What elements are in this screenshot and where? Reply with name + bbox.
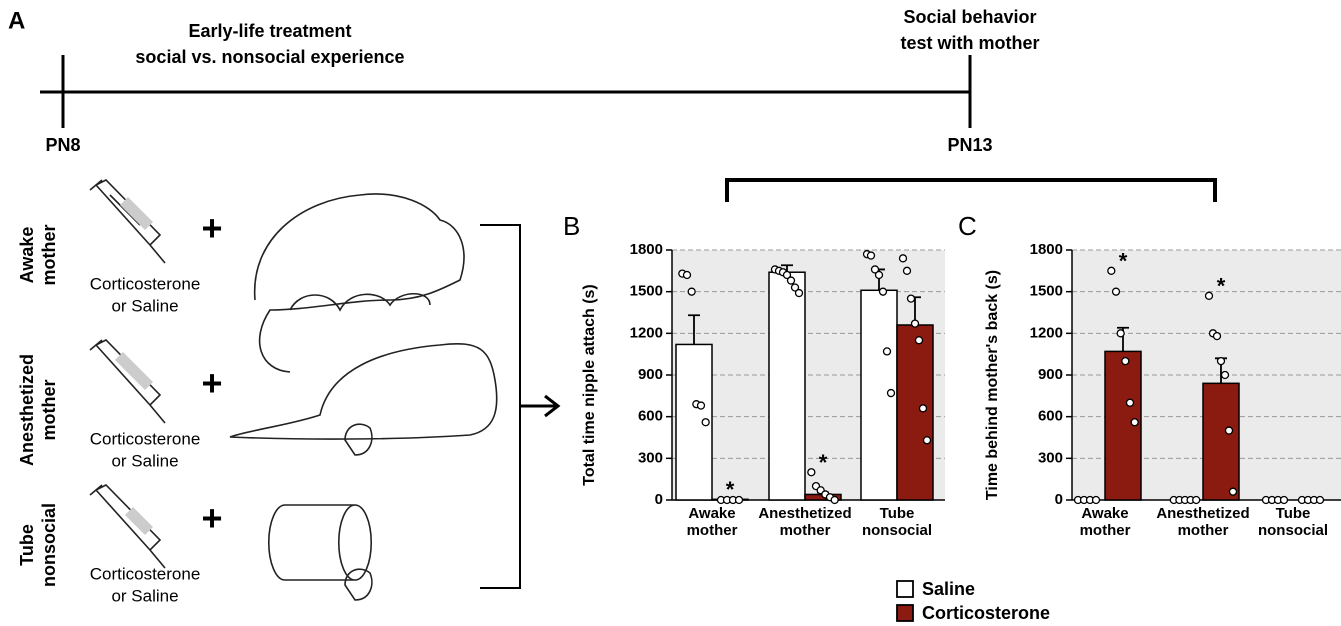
data-point bbox=[888, 390, 895, 397]
y-tick-label: 0 bbox=[655, 491, 663, 508]
x-tick-label: Awake mother bbox=[664, 505, 760, 539]
y-tick-label: 900 bbox=[1038, 366, 1063, 383]
significance: * bbox=[726, 477, 735, 502]
data-point bbox=[1117, 330, 1124, 337]
significance: * bbox=[1217, 274, 1226, 299]
plus: + bbox=[201, 208, 222, 249]
arrow bbox=[520, 396, 558, 416]
data-point bbox=[1122, 358, 1129, 365]
data-point bbox=[688, 288, 695, 295]
data-point bbox=[1317, 497, 1324, 504]
drug-text: or Saline bbox=[111, 296, 178, 315]
data-point bbox=[1218, 358, 1225, 365]
condition-label: mother bbox=[39, 224, 59, 285]
condition-label: mother bbox=[39, 379, 59, 440]
timepoint: PN13 bbox=[947, 135, 992, 155]
data-point bbox=[736, 497, 743, 504]
data-point bbox=[1222, 372, 1229, 379]
legend-swatch bbox=[897, 581, 913, 597]
drug-text: or Saline bbox=[111, 586, 178, 605]
significance: * bbox=[1119, 249, 1128, 274]
panel-label: B bbox=[563, 211, 580, 241]
data-point bbox=[900, 255, 907, 262]
data-point bbox=[1127, 399, 1134, 406]
illustrations bbox=[90, 180, 497, 600]
data-point bbox=[884, 348, 891, 355]
data-point bbox=[684, 272, 691, 279]
data-point bbox=[808, 469, 815, 476]
data-point bbox=[702, 419, 709, 426]
y-tick-label: 300 bbox=[1038, 449, 1063, 466]
y-axis-label: Time behind mother's back (s) bbox=[984, 270, 1001, 500]
data-point bbox=[698, 402, 705, 409]
data-point bbox=[1113, 288, 1120, 295]
data-point bbox=[912, 320, 919, 327]
panel-label: A bbox=[8, 7, 25, 34]
data-point bbox=[876, 272, 883, 279]
timepoint: PN8 bbox=[45, 135, 80, 155]
data-point bbox=[1281, 497, 1288, 504]
data-point bbox=[1226, 427, 1233, 434]
data-point bbox=[788, 277, 795, 284]
x-tick-label: Awake mother bbox=[1057, 505, 1153, 539]
bar bbox=[1203, 383, 1239, 500]
x-tick-label: Anesthetized mother bbox=[1155, 505, 1251, 539]
data-point bbox=[796, 290, 803, 297]
test-text: Social behavior bbox=[903, 7, 1036, 27]
drug-text: or Saline bbox=[111, 451, 178, 470]
y-tick-label: 1800 bbox=[1030, 241, 1063, 258]
panel-label: C bbox=[958, 211, 977, 241]
legend-label: Saline bbox=[922, 579, 975, 599]
bar bbox=[897, 325, 933, 500]
y-tick-label: 600 bbox=[1038, 408, 1063, 425]
bracket bbox=[480, 225, 520, 588]
legend-swatch bbox=[897, 605, 913, 621]
treatment-text: social vs. nonsocial experience bbox=[135, 47, 404, 67]
y-tick-label: 900 bbox=[638, 366, 663, 383]
data-point bbox=[880, 288, 887, 295]
test-text: test with mother bbox=[900, 33, 1039, 53]
data-point bbox=[1193, 497, 1200, 504]
x-tick-label: Anesthetized mother bbox=[757, 505, 853, 539]
treatment-text: Early-life treatment bbox=[188, 21, 351, 41]
data-point bbox=[924, 437, 931, 444]
data-point bbox=[904, 267, 911, 274]
plus: + bbox=[201, 498, 222, 539]
y-tick-label: 1500 bbox=[630, 283, 663, 300]
y-tick-label: 300 bbox=[638, 449, 663, 466]
x-tick-label: Tube nonsocial bbox=[849, 505, 945, 539]
y-tick-label: 1800 bbox=[630, 241, 663, 258]
y-tick-label: 1500 bbox=[1030, 283, 1063, 300]
significance: * bbox=[819, 450, 828, 475]
drug-text: Corticosterone bbox=[90, 274, 201, 293]
data-point bbox=[1108, 267, 1115, 274]
page: {"panel_a": {"label": "A", "treatment_li… bbox=[0, 0, 1341, 626]
legend-label: Corticosterone bbox=[922, 603, 1050, 623]
x-tick-label: Tube nonsocial bbox=[1245, 505, 1341, 539]
drug-text: Corticosterone bbox=[90, 564, 201, 583]
drug-text: Corticosterone bbox=[90, 429, 201, 448]
data-point bbox=[868, 252, 875, 259]
data-point bbox=[1093, 497, 1100, 504]
data-point bbox=[1230, 488, 1237, 495]
condition-label: nonsocial bbox=[39, 503, 59, 587]
y-tick-label: 600 bbox=[638, 408, 663, 425]
data-point bbox=[908, 295, 915, 302]
bracket bbox=[727, 180, 1215, 202]
data-point bbox=[831, 497, 838, 504]
data-point bbox=[916, 337, 923, 344]
y-tick-label: 1200 bbox=[1030, 324, 1063, 341]
data-point bbox=[1206, 292, 1213, 299]
condition-label: Anesthetized bbox=[17, 354, 37, 466]
y-axis-label: Total time nipple attach (s) bbox=[581, 284, 598, 486]
data-point bbox=[1214, 333, 1221, 340]
y-tick-label: 1200 bbox=[630, 324, 663, 341]
data-point bbox=[920, 405, 927, 412]
plus: + bbox=[201, 363, 222, 404]
condition-label: Awake bbox=[17, 227, 37, 284]
bar bbox=[769, 272, 805, 500]
condition-label: Tube bbox=[17, 524, 37, 566]
data-point bbox=[1131, 419, 1138, 426]
